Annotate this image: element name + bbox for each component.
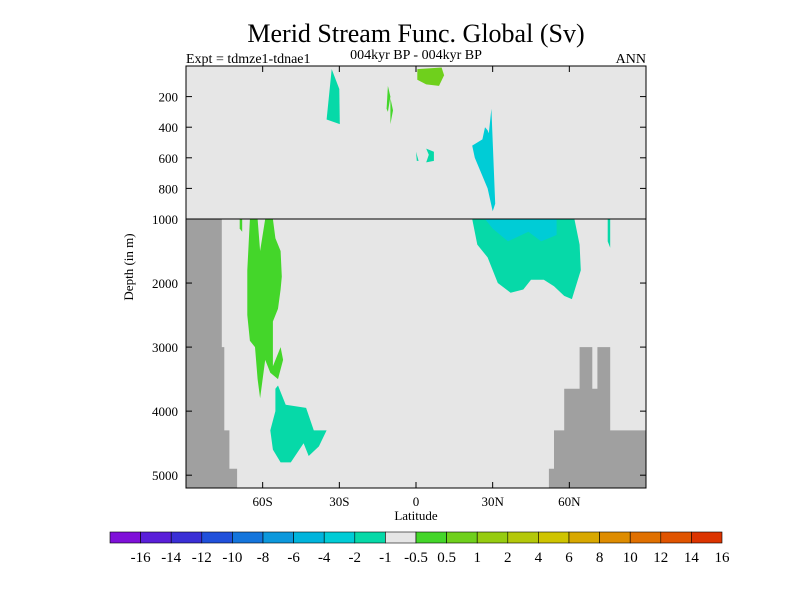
colorbar-label: 14 <box>684 550 700 566</box>
contour-region-5 <box>426 148 434 163</box>
colorbar: -16 -14 -12 -10 -8 -6 -4 -2 -1 -0.5 0.5 1 2 4 6 8 10 12 14… <box>109 531 731 566</box>
colorbar-label: 2 <box>504 550 512 566</box>
x-tick-label: 0 <box>413 494 420 509</box>
y-axis-label: Depth (in m) <box>121 233 136 300</box>
contour-fields <box>186 67 646 488</box>
y-tick-label: 800 <box>159 181 179 196</box>
y-tick-label: 3000 <box>152 340 178 355</box>
colorbar-swatch-7 <box>323 531 356 544</box>
contour-region-9 <box>607 219 611 248</box>
colorbar-label: -16 <box>131 550 151 566</box>
colorbar-swatch-0 <box>109 531 141 544</box>
colorbar-swatch-1 <box>140 531 172 544</box>
colorbar-label: -6 <box>287 550 300 566</box>
colorbar-label: -10 <box>222 550 242 566</box>
contour-region-1 <box>390 84 393 125</box>
colorbar-swatch-2 <box>170 531 203 544</box>
colorbar-label: 16 <box>715 550 731 566</box>
y-tick-label: 5000 <box>152 468 178 483</box>
contour-region-11 <box>239 219 243 232</box>
colorbar-swatch-12 <box>476 531 509 544</box>
colorbar-label: 12 <box>653 550 668 566</box>
y-tick-label: 4000 <box>152 404 178 419</box>
contour-region-6 <box>472 108 496 212</box>
colorbar-label: 0.5 <box>437 550 456 566</box>
colorbar-swatch-6 <box>293 531 325 544</box>
contour-region-2 <box>386 85 391 112</box>
colorbar-label: 10 <box>623 550 638 566</box>
colorbar-swatch-18 <box>660 531 692 544</box>
colorbar-label: -8 <box>257 550 270 566</box>
y-tick-label: 1000 <box>152 212 178 227</box>
colorbar-swatch-17 <box>629 531 662 544</box>
colorbar-swatch-16 <box>599 531 631 544</box>
colorbar-swatch-19 <box>691 531 723 544</box>
colorbar-swatch-13 <box>507 531 539 544</box>
y-tick-label: 600 <box>159 151 179 166</box>
subtitle-center: 004kyr BP - 004kyr BP <box>350 48 482 63</box>
x-tick-label: 60S <box>253 494 273 509</box>
land-mask-south <box>186 219 238 488</box>
y-tick-label: 2000 <box>152 276 178 291</box>
y-tick-label: 200 <box>159 90 179 105</box>
colorbar-label: -14 <box>161 550 181 566</box>
colorbar-label: 4 <box>535 550 543 566</box>
contour-region-0 <box>417 67 445 86</box>
colorbar-label: -12 <box>192 550 212 566</box>
colorbar-label: -1 <box>379 550 392 566</box>
x-tick-label: 30N <box>481 494 504 509</box>
colorbar-label: -2 <box>349 550 362 566</box>
colorbar-swatch-5 <box>262 531 294 544</box>
plot-area <box>185 65 647 489</box>
colorbar-label: -0.5 <box>404 550 428 566</box>
x-axis-label: Latitude <box>394 508 438 523</box>
colorbar-swatch-9 <box>385 531 417 544</box>
colorbar-label: 1 <box>473 550 481 566</box>
axis-ticks: 60S 30S 0 30N 60N 200 400 600 800 1000 2000 3000 400… <box>152 66 646 509</box>
chart-title: Merid Stream Func. Global (Sv) <box>247 19 584 48</box>
subtitle-right: ANN <box>616 52 646 67</box>
colorbar-swatch-15 <box>568 531 600 544</box>
colorbar-label: -4 <box>318 550 331 566</box>
contour-region-10 <box>247 219 284 399</box>
colorbar-swatch-14 <box>538 531 570 544</box>
colorbar-swatch-3 <box>201 531 233 544</box>
colorbar-swatch-10 <box>415 531 447 544</box>
contour-region-8 <box>485 219 557 242</box>
contour-region-7 <box>472 219 581 300</box>
x-tick-label: 60N <box>558 494 581 509</box>
colorbar-label: 8 <box>596 550 604 566</box>
colorbar-swatch-11 <box>446 531 478 544</box>
x-tick-label: 30S <box>329 494 349 509</box>
colorbar-label: 6 <box>565 550 573 566</box>
subtitle-left: Expt = tdmze1-tdnae1 <box>186 52 311 67</box>
contour-region-3 <box>326 69 340 125</box>
land-mask-north <box>548 347 646 488</box>
colorbar-swatch-8 <box>354 531 386 544</box>
contour-region-12 <box>270 385 327 463</box>
y-tick-label: 400 <box>159 120 179 135</box>
contour-region-4 <box>416 151 419 161</box>
colorbar-swatch-4 <box>232 531 264 544</box>
